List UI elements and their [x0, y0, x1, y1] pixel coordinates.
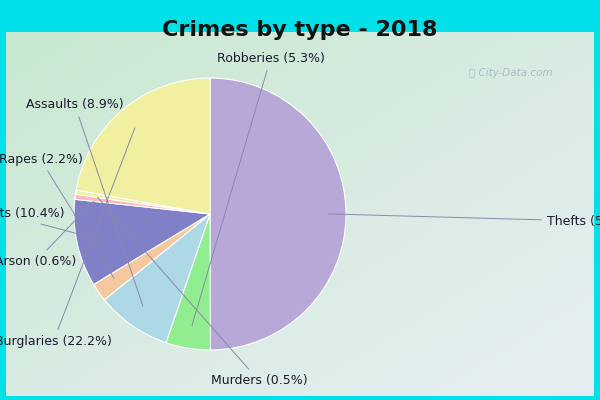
- Text: Thefts (50.0%): Thefts (50.0%): [328, 214, 600, 228]
- Wedge shape: [166, 214, 211, 350]
- Text: Arson (0.6%): Arson (0.6%): [0, 201, 94, 268]
- Wedge shape: [76, 78, 210, 214]
- Wedge shape: [75, 194, 210, 214]
- Text: Rapes (2.2%): Rapes (2.2%): [0, 153, 114, 278]
- Text: Assaults (8.9%): Assaults (8.9%): [26, 98, 143, 306]
- Wedge shape: [94, 214, 210, 300]
- Wedge shape: [104, 214, 210, 343]
- Text: Auto thefts (10.4%): Auto thefts (10.4%): [0, 208, 94, 238]
- Wedge shape: [210, 78, 346, 350]
- Wedge shape: [74, 199, 210, 284]
- Text: ⓘ City-Data.com: ⓘ City-Data.com: [469, 68, 553, 78]
- Wedge shape: [76, 190, 210, 214]
- Text: Robberies (5.3%): Robberies (5.3%): [192, 52, 325, 326]
- Text: Murders (0.5%): Murders (0.5%): [98, 198, 307, 387]
- Text: Burglaries (22.2%): Burglaries (22.2%): [0, 128, 135, 348]
- Text: Crimes by type - 2018: Crimes by type - 2018: [162, 20, 438, 40]
